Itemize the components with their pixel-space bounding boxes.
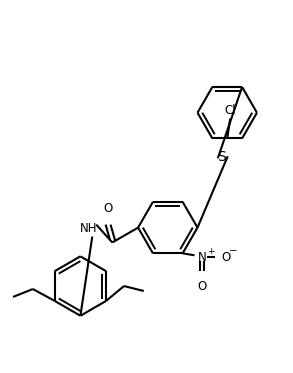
Text: +: +	[207, 247, 215, 256]
Text: NH: NH	[80, 222, 97, 235]
Text: O: O	[198, 280, 207, 293]
Text: Cl: Cl	[224, 104, 236, 117]
Text: −: −	[229, 246, 238, 256]
Text: O: O	[104, 202, 113, 215]
Text: S: S	[217, 150, 226, 164]
Text: N: N	[198, 251, 207, 264]
Text: O: O	[221, 251, 231, 264]
